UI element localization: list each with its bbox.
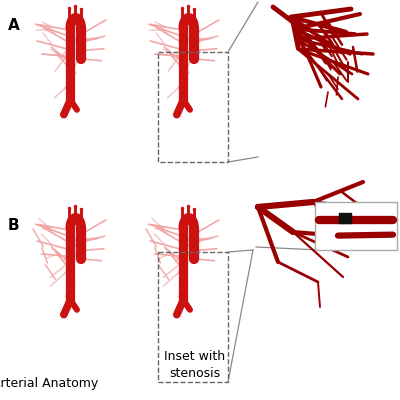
- Bar: [158, 252, 228, 382]
- Text: Inset with
stenosis: Inset with stenosis: [164, 350, 226, 380]
- Bar: [158, 52, 228, 162]
- Text: B: B: [8, 218, 20, 233]
- Text: A: A: [8, 18, 20, 33]
- Text: Arterial Anatomy: Arterial Anatomy: [0, 377, 98, 390]
- Bar: [315, 202, 397, 250]
